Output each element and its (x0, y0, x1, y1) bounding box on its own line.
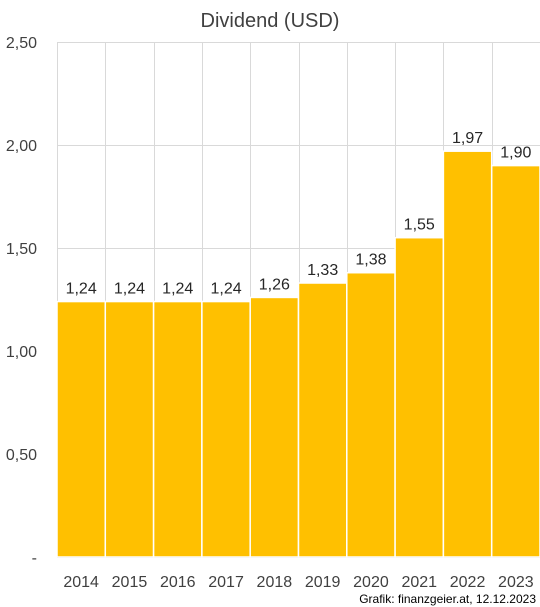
bar (297, 282, 348, 558)
bar (56, 300, 107, 558)
data-label: 1,24 (162, 281, 193, 298)
x-tick-label: 2023 (498, 574, 534, 591)
y-tick-label: 1,00 (6, 344, 37, 361)
bar (249, 296, 300, 558)
x-tick-label: 2018 (257, 574, 293, 591)
y-tick-label: 1,50 (6, 241, 37, 258)
data-label: 1,90 (500, 145, 531, 162)
x-tick-label: 2016 (160, 574, 196, 591)
y-tick-label: 0,50 (6, 447, 37, 464)
data-label: 1,24 (114, 281, 145, 298)
bar (394, 236, 445, 558)
y-axis-ticks: - 0,50 1,00 1,50 2,00 2,50 (6, 35, 37, 567)
x-tick-label: 2020 (353, 574, 389, 591)
y-tick-label: - (32, 550, 37, 567)
bar (104, 300, 155, 558)
data-label: 1,55 (404, 217, 435, 234)
source-credit: Grafik: finanzgeier.at, 12.12.2023 (359, 592, 536, 606)
data-label: 1,38 (355, 252, 386, 269)
data-label: 1,26 (259, 276, 290, 293)
x-tick-label: 2015 (112, 574, 148, 591)
x-tick-label: 2017 (208, 574, 244, 591)
bar (201, 300, 251, 558)
x-tick-label: 2022 (450, 574, 486, 591)
data-label: 1,33 (307, 262, 338, 279)
x-tick-label: 2019 (305, 574, 341, 591)
y-tick-label: 2,00 (6, 138, 37, 155)
bar (442, 150, 493, 558)
data-label: 1,97 (452, 130, 483, 147)
y-tick-label: 2,50 (6, 35, 37, 52)
data-labels: 1,24 1,24 1,24 1,24 1,26 1,33 1,38 1,55 1,97 1,90 (66, 130, 532, 297)
data-label: 1,24 (66, 281, 97, 298)
chart-title: Dividend (USD) (201, 10, 340, 32)
bar (346, 271, 396, 558)
x-tick-label: 2014 (63, 574, 99, 591)
bars (56, 150, 540, 558)
x-axis-ticks: 2014 2015 2016 2017 2018 2019 2020 2021 2022 2023 (63, 574, 533, 591)
bar (152, 300, 203, 558)
x-tick-label: 2021 (401, 574, 437, 591)
bar (490, 164, 540, 558)
data-label: 1,24 (210, 281, 241, 298)
